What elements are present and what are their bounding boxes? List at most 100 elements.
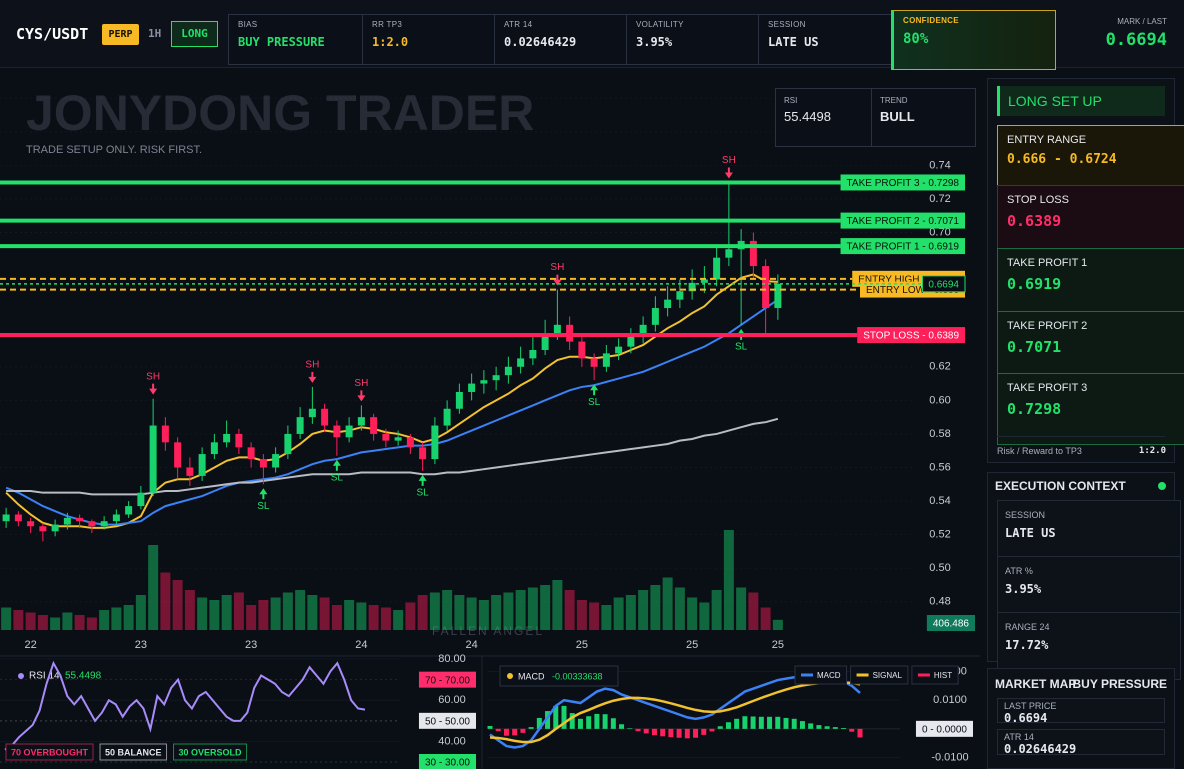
- candle-body: [431, 425, 439, 460]
- candle-body: [504, 366, 512, 376]
- level-tag-box: [840, 238, 965, 255]
- candle-body: [553, 324, 561, 334]
- y-tick-label: 0.50: [929, 562, 950, 574]
- macd-hist-bar: [717, 726, 723, 729]
- level-tag-box: [840, 174, 965, 191]
- candle-body: [235, 433, 243, 448]
- y-tick-label: 0.56: [929, 461, 950, 473]
- volume-bar: [429, 592, 440, 630]
- legend-item: MACD: [794, 665, 848, 685]
- y-tick-label: 80.00: [438, 653, 466, 665]
- volume-bar: [564, 590, 575, 630]
- volume-bar: [527, 587, 538, 630]
- y-tick-label: 0.52: [929, 529, 950, 541]
- legend-text: HIST: [934, 671, 952, 680]
- candle-body: [137, 492, 145, 507]
- x-tick-label: 23: [245, 639, 257, 651]
- candle-body: [419, 447, 427, 460]
- candle-body: [578, 341, 586, 359]
- last-price-tag: 0.6694: [921, 275, 966, 293]
- rr-value: 1:2.0: [1138, 446, 1166, 456]
- card-label: ENTRY RANGE: [1007, 134, 1087, 146]
- zero-tag-text: 0 - 0.0000: [922, 724, 967, 735]
- candle-body: [615, 346, 623, 354]
- macd-hist-bar: [545, 711, 551, 729]
- macd-hist-bar: [553, 705, 559, 729]
- rsi-value: 55.4498: [65, 671, 102, 682]
- pivot-label: SH: [550, 262, 564, 273]
- card-label: SESSION: [1005, 510, 1046, 520]
- badge-value: 55.4498: [784, 109, 831, 124]
- candle-body: [357, 417, 365, 426]
- candle-body: [627, 336, 635, 347]
- zero-tag-box: [915, 720, 973, 737]
- volume-bar: [723, 530, 734, 630]
- timeframe: 1H: [148, 27, 162, 40]
- candle-body: [27, 521, 35, 527]
- volume-bar: [1, 607, 12, 630]
- volume-bar: [417, 595, 428, 630]
- candle-body: [223, 433, 231, 443]
- candle-body: [529, 350, 537, 359]
- macd-hist-bar: [610, 718, 616, 729]
- level-tag-text: TAKE PROFIT 1 - 0.6919: [847, 242, 960, 253]
- setup-card: TAKE PROFIT 1 0.6919: [997, 248, 1184, 320]
- chip-box: [5, 743, 94, 761]
- volume-bar: [86, 617, 97, 630]
- volume-bar: [638, 590, 649, 630]
- mark-label: MARK / LAST: [1117, 17, 1167, 26]
- volume-bar: [331, 605, 342, 630]
- candle-body: [51, 524, 59, 532]
- chip-text: 70 OVERBOUGHT: [11, 747, 89, 757]
- legend-text: SIGNAL: [873, 671, 903, 680]
- candle-body: [406, 437, 414, 448]
- volume-bar: [37, 615, 48, 630]
- macd-hist-bar: [824, 726, 830, 729]
- stat-box: ATR 14 0.02646429: [494, 14, 637, 65]
- rsi-badge: RSI 55.4498: [775, 88, 880, 147]
- volume-bar: [491, 595, 502, 630]
- volume-bar: [148, 545, 159, 630]
- card-label: RANGE 24: [1005, 622, 1050, 632]
- badge-label: RSI: [784, 96, 798, 105]
- stat-value: 0.02646429: [504, 35, 577, 49]
- volume-bar: [540, 585, 551, 630]
- card-value: 0.7298: [1007, 400, 1062, 418]
- volume-bar: [687, 597, 698, 630]
- macd-hist-bar: [750, 716, 756, 729]
- macd-hist-bar: [602, 714, 608, 729]
- card-value: 0.666 - 0.6724: [1007, 152, 1117, 167]
- macd-hist-bar: [849, 728, 855, 732]
- volume-bar: [625, 595, 636, 630]
- macd-hist-bar: [709, 728, 715, 732]
- macd-dot: [507, 673, 513, 679]
- candle-body: [688, 282, 696, 292]
- chip-text: 50 BALANCE: [105, 747, 162, 757]
- last-price-tag-box: [921, 275, 966, 293]
- legend-box: [794, 665, 848, 685]
- chip-text: 30 OVERSOLD: [179, 747, 243, 757]
- candle-body: [321, 408, 329, 426]
- stat-box: RR TP3 1:2.0: [362, 14, 506, 65]
- macd-hist-bar: [693, 728, 699, 738]
- market-map-title: MARKET MAP: [995, 677, 1077, 691]
- candle-body: [725, 249, 733, 258]
- candle-body: [14, 514, 22, 522]
- volume-bar: [772, 619, 783, 630]
- last-price-tag-text: 0.6694: [928, 280, 959, 291]
- legend-text: MACD: [817, 671, 841, 680]
- volume-bar: [111, 607, 122, 630]
- macd-hist-bar: [619, 724, 625, 729]
- volume-bar: [552, 580, 563, 630]
- volume-bar: [478, 600, 489, 630]
- y-tick-label: 0.58: [929, 428, 950, 440]
- stat-box: SESSION LATE US: [758, 14, 902, 65]
- volume-bar: [356, 602, 367, 630]
- candle-body: [76, 517, 84, 522]
- volume-bar: [25, 612, 36, 630]
- y-tick-label: 40.00: [438, 735, 466, 747]
- card-label: STOP LOSS: [1007, 194, 1069, 206]
- badge-value: BULL: [880, 109, 915, 124]
- rsi-title: RSI 14: [29, 671, 60, 682]
- x-tick-label: 23: [135, 639, 147, 651]
